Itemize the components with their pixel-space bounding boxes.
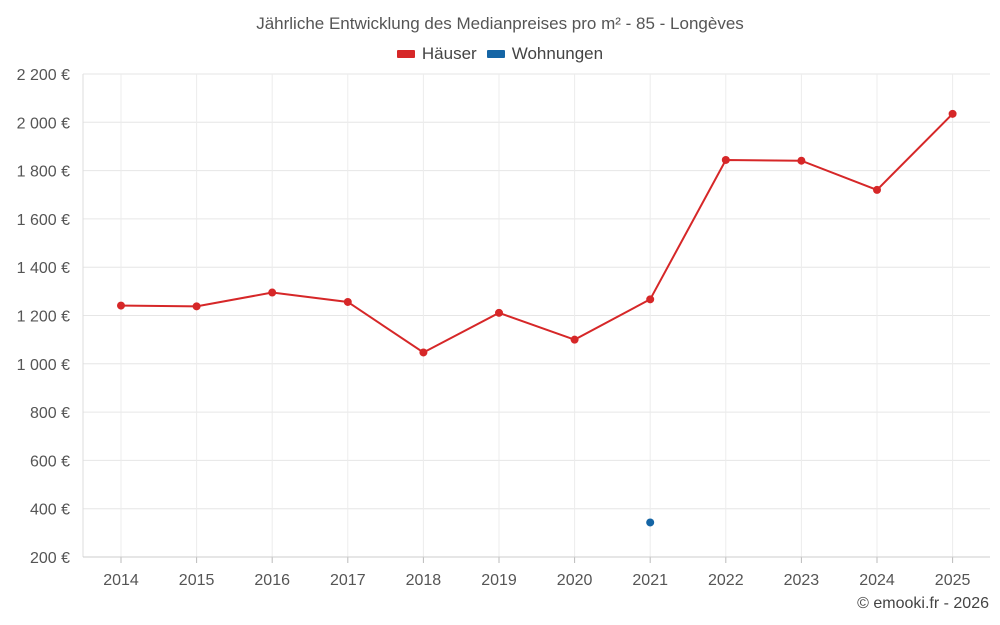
data-point-haeuser <box>343 297 352 306</box>
x-tick-label: 2015 <box>179 572 215 589</box>
x-tick-label: 2021 <box>632 572 668 589</box>
data-point-haeuser <box>646 295 655 304</box>
data-point-haeuser <box>117 301 125 310</box>
x-tick-label: 2019 <box>481 572 517 589</box>
y-tick-label: 400 € <box>30 502 70 519</box>
chart-title: Jährliche Entwicklung des Medianpreises … <box>256 14 744 33</box>
legend-item-wohnungen[interactable]: Wohnungen <box>486 44 604 64</box>
x-tick-label: 2016 <box>254 572 290 589</box>
data-point-haeuser <box>268 288 277 297</box>
x-tick-label: 2024 <box>859 572 895 589</box>
x-tick-label: 2017 <box>330 572 366 589</box>
legend-item-haeuser[interactable]: Häuser <box>396 44 477 64</box>
data-point-haeuser <box>419 348 428 357</box>
x-tick-label: 2020 <box>557 572 593 589</box>
legend-swatch-haeuser <box>396 50 415 58</box>
data-point-haeuser <box>495 308 503 317</box>
series-line-haeuser <box>120 113 954 354</box>
y-tick-label: 2 000 € <box>17 115 70 132</box>
data-point-haeuser <box>948 109 957 118</box>
data-point-haeuser <box>873 185 881 194</box>
y-tick-label: 1 800 € <box>17 164 70 181</box>
legend-swatch-wohnungen <box>486 50 505 58</box>
x-tick-label: 2014 <box>103 572 139 589</box>
y-tick-label: 1 600 € <box>17 212 70 229</box>
x-tick-label: 2018 <box>406 572 442 589</box>
x-tick-label: 2023 <box>784 572 820 589</box>
data-point-haeuser <box>192 302 201 311</box>
data-point-haeuser <box>570 335 579 344</box>
data-point-haeuser <box>721 155 730 164</box>
y-tick-label: 800 € <box>30 405 70 422</box>
data-point-wohnungen <box>646 518 655 527</box>
x-tick-label: 2022 <box>708 572 744 589</box>
legend-label-wohnungen: Wohnungen <box>511 44 604 63</box>
y-tick-label: 1 200 € <box>17 309 70 326</box>
legend-label-haeuser: Häuser <box>421 44 477 63</box>
chart-legend: Häuser Wohnungen <box>0 44 1000 64</box>
x-tick-label: 2025 <box>935 572 971 589</box>
y-tick-label: 600 € <box>30 453 70 470</box>
y-tick-label: 1 000 € <box>17 357 70 374</box>
y-tick-label: 2 200 € <box>17 67 70 84</box>
y-tick-label: 1 400 € <box>17 260 70 277</box>
data-point-haeuser <box>797 156 806 165</box>
credit-text: © emooki.fr - 2026 <box>857 595 989 612</box>
y-tick-label: 200 € <box>30 550 70 567</box>
